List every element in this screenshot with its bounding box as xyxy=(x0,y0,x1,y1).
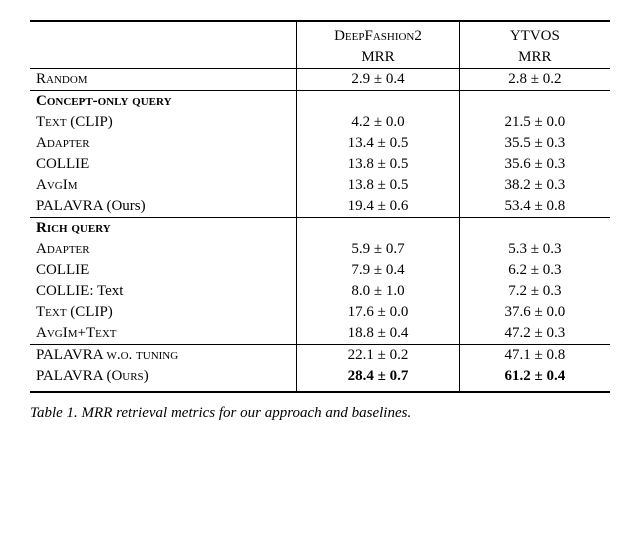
cell: 7.9 ± 0.4 xyxy=(297,260,459,281)
row-label: Adapter xyxy=(30,133,297,154)
table-row: PALAVRA (Ours) 28.4 ± 0.7 61.2 ± 0.4 xyxy=(30,366,610,387)
cell: 17.6 ± 0.0 xyxy=(297,302,459,323)
cell: 22.1 ± 0.2 xyxy=(297,345,459,367)
cell: 13.8 ± 0.5 xyxy=(297,175,459,196)
table-row: COLLIE: Text 8.0 ± 1.0 7.2 ± 0.3 xyxy=(30,281,610,302)
header-mrr-2: MRR xyxy=(459,47,610,69)
cell: 5.3 ± 0.3 xyxy=(459,239,610,260)
table-row: Text (CLIP) 4.2 ± 0.0 21.5 ± 0.0 xyxy=(30,112,610,133)
cell: 2.9 ± 0.4 xyxy=(297,69,459,91)
row-label: COLLIE: Text xyxy=(30,281,297,302)
cell: 47.2 ± 0.3 xyxy=(459,323,610,345)
table-row: Adapter 13.4 ± 0.5 35.5 ± 0.3 xyxy=(30,133,610,154)
row-label: Adapter xyxy=(30,239,297,260)
row-label: Text (CLIP) xyxy=(30,112,297,133)
row-label: AvgIm xyxy=(30,175,297,196)
row-label: Random xyxy=(30,69,297,91)
cell: 8.0 ± 1.0 xyxy=(297,281,459,302)
table-row: Text (CLIP) 17.6 ± 0.0 37.6 ± 0.0 xyxy=(30,302,610,323)
results-table: DeepFashion2 YTVOS MRR MRR Random 2.9 ± … xyxy=(30,20,610,393)
header-row-1: DeepFashion2 YTVOS xyxy=(30,26,610,47)
cell: 5.9 ± 0.7 xyxy=(297,239,459,260)
cell: 38.2 ± 0.3 xyxy=(459,175,610,196)
cell: 35.6 ± 0.3 xyxy=(459,154,610,175)
row-label: AvgIm+Text xyxy=(30,323,297,345)
table-row: COLLIE 7.9 ± 0.4 6.2 ± 0.3 xyxy=(30,260,610,281)
cell: 18.8 ± 0.4 xyxy=(297,323,459,345)
table-row: PALAVRA w.o. tuning 22.1 ± 0.2 47.1 ± 0.… xyxy=(30,345,610,367)
table-row: Adapter 5.9 ± 0.7 5.3 ± 0.3 xyxy=(30,239,610,260)
row-label: PALAVRA (Ours) xyxy=(30,366,297,387)
row-random: Random 2.9 ± 0.4 2.8 ± 0.2 xyxy=(30,69,610,91)
table-row: AvgIm+Text 18.8 ± 0.4 47.2 ± 0.3 xyxy=(30,323,610,345)
section-label: Rich query xyxy=(30,218,297,240)
cell: 2.8 ± 0.2 xyxy=(459,69,610,91)
caption-label: Table 1. xyxy=(30,405,78,421)
row-label: PALAVRA (Ours) xyxy=(30,196,297,218)
cell: 47.1 ± 0.8 xyxy=(459,345,610,367)
cell: 21.5 ± 0.0 xyxy=(459,112,610,133)
header-row-2: MRR MRR xyxy=(30,47,610,69)
cell: 4.2 ± 0.0 xyxy=(297,112,459,133)
table-caption: Table 1. MRR retrieval metrics for our a… xyxy=(30,405,610,422)
cell: 13.4 ± 0.5 xyxy=(297,133,459,154)
caption-text: MRR retrieval metrics for our approach a… xyxy=(78,405,411,421)
section-concept-header: Concept-only query xyxy=(30,91,610,113)
header-ytvos: YTVOS xyxy=(459,26,610,47)
header-deepfashion: DeepFashion2 xyxy=(297,26,459,47)
row-label: PALAVRA w.o. tuning xyxy=(30,345,297,367)
section-rich-header: Rich query xyxy=(30,218,610,240)
table-row: COLLIE 13.8 ± 0.5 35.6 ± 0.3 xyxy=(30,154,610,175)
cell: 53.4 ± 0.8 xyxy=(459,196,610,218)
cell: 37.6 ± 0.0 xyxy=(459,302,610,323)
cell: 35.5 ± 0.3 xyxy=(459,133,610,154)
section-label: Concept-only query xyxy=(30,91,297,113)
table-row: PALAVRA (Ours) 19.4 ± 0.6 53.4 ± 0.8 xyxy=(30,196,610,218)
cell: 61.2 ± 0.4 xyxy=(459,366,610,387)
cell: 6.2 ± 0.3 xyxy=(459,260,610,281)
row-label: COLLIE xyxy=(30,154,297,175)
cell: 13.8 ± 0.5 xyxy=(297,154,459,175)
cell: 28.4 ± 0.7 xyxy=(297,366,459,387)
row-label: COLLIE xyxy=(30,260,297,281)
row-label: Text (CLIP) xyxy=(30,302,297,323)
cell: 19.4 ± 0.6 xyxy=(297,196,459,218)
table-row: AvgIm 13.8 ± 0.5 38.2 ± 0.3 xyxy=(30,175,610,196)
header-mrr-1: MRR xyxy=(297,47,459,69)
cell: 7.2 ± 0.3 xyxy=(459,281,610,302)
